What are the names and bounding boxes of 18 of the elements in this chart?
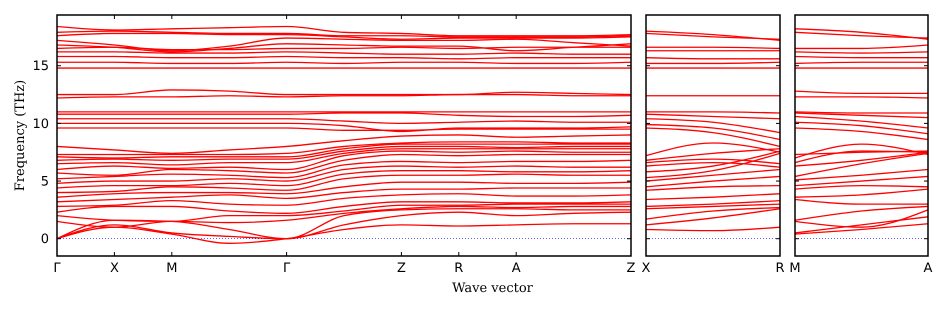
x-tick-label: M — [789, 261, 801, 276]
x-tick-label: A — [924, 261, 933, 276]
y-tick-label: 0 — [40, 232, 49, 248]
x-tick-label: R — [775, 261, 785, 276]
x-tick-label: A — [512, 261, 521, 276]
x-tick-label: X — [110, 261, 119, 276]
x-tick-label: R — [454, 261, 464, 276]
y-tick-label: 5 — [40, 174, 49, 190]
y-tick-label: 10 — [32, 116, 49, 132]
x-tick-label: M — [166, 261, 178, 276]
x-tick-label: X — [642, 261, 651, 276]
x-tick-label: Γ — [282, 261, 291, 276]
y-tick-label: 15 — [32, 59, 49, 74]
y-axis-title: Frequency (THz) — [13, 80, 28, 192]
x-tick-label: Z — [396, 261, 406, 276]
x-tick-label: Γ — [53, 261, 62, 276]
x-tick-label: Z — [626, 261, 636, 276]
x-axis-title: Wave vector — [452, 281, 534, 296]
